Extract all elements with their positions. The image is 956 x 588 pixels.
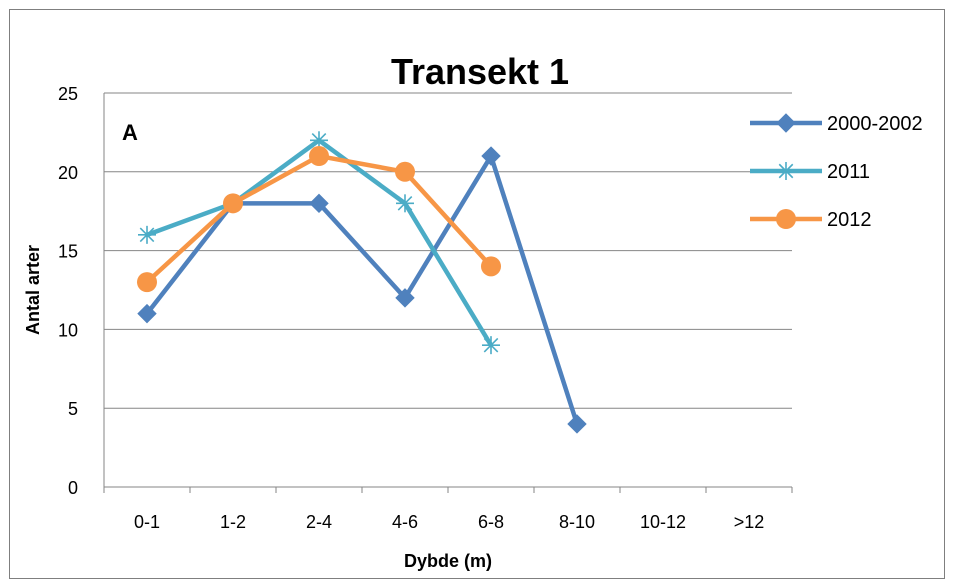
asterisk-marker <box>396 194 414 213</box>
y-tick-label: 25 <box>58 84 78 104</box>
legend-label: 2012 <box>827 209 872 231</box>
legend-item: 2012 <box>750 209 872 231</box>
circle-marker <box>309 146 329 167</box>
legend-label: 2000-2002 <box>827 113 923 135</box>
gridlines <box>103 92 793 493</box>
asterisk-stroke <box>483 337 499 353</box>
circle-marker <box>481 256 501 277</box>
legend-item: 2011 <box>750 161 870 183</box>
circle-marker <box>776 209 796 229</box>
x-tick-label: 1-2 <box>220 512 246 532</box>
asterisk-stroke <box>311 132 327 148</box>
y-tick-label: 15 <box>58 242 78 262</box>
x-tick-label: >12 <box>734 512 765 532</box>
y-tick-label: 20 <box>58 163 78 183</box>
diamond-marker <box>137 303 157 324</box>
legend-label: 2011 <box>827 161 870 183</box>
diamond-marker <box>567 414 587 434</box>
y-axis-label: Antal arter <box>23 245 43 335</box>
x-tick-labels: 0-1 1-2 2-4 4-6 6-8 8-10 10-12 >12 <box>134 512 764 532</box>
circle-marker <box>137 272 157 293</box>
legend-item: 2000-2002 <box>750 113 923 135</box>
x-tick-label: 2-4 <box>306 512 332 532</box>
series-2012 <box>137 146 501 293</box>
chart-title: Transekt 1 <box>391 51 569 92</box>
series-line <box>144 153 580 427</box>
y-tick-label: 5 <box>68 399 78 419</box>
x-tick-label: 6-8 <box>478 512 504 532</box>
asterisk-marker <box>777 162 795 180</box>
asterisk-stroke <box>778 163 794 179</box>
diamond-marker <box>481 146 501 166</box>
x-tick-label: 4-6 <box>392 512 418 532</box>
circle-marker <box>223 193 243 214</box>
diamond-marker <box>309 193 329 214</box>
asterisk-stroke <box>397 196 413 211</box>
y-tick-label: 0 <box>68 478 78 498</box>
legend: 2000-2002 2011 2012 <box>750 113 923 231</box>
y-tick-labels: 0 5 10 15 20 25 <box>58 84 78 498</box>
y-tick-label: 10 <box>58 320 78 340</box>
x-tick-label: 10-12 <box>640 512 686 532</box>
x-tick-label: 0-1 <box>134 512 160 532</box>
asterisk-stroke <box>139 227 155 243</box>
x-axis-label: Dybde (m) <box>404 551 492 571</box>
circle-marker <box>395 161 415 182</box>
panel-label: A <box>122 120 138 145</box>
diamond-marker <box>395 288 415 308</box>
diamond-marker <box>776 113 796 133</box>
asterisk-marker <box>482 336 500 355</box>
series-2000-2002 <box>137 146 587 434</box>
asterisk-marker <box>138 225 156 244</box>
x-tick-label: 8-10 <box>559 512 595 532</box>
series-group <box>137 131 587 434</box>
